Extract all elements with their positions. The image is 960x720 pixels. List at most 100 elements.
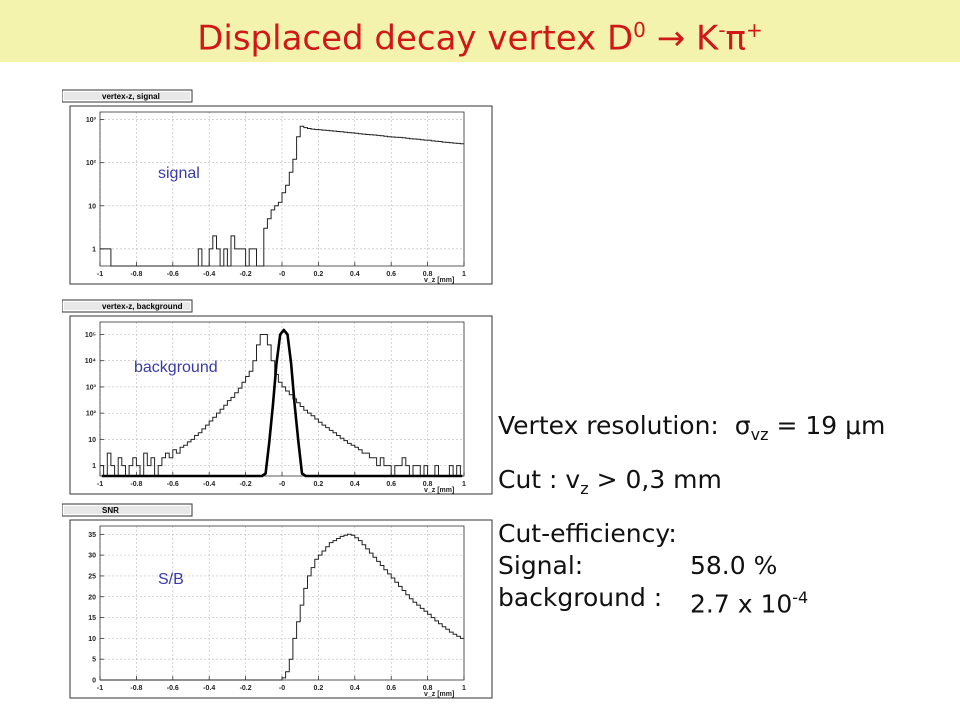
x-tick-label: -0.8 xyxy=(130,685,142,692)
x-tick-label: 1 xyxy=(462,271,466,278)
x-tick-label: -0.6 xyxy=(167,685,179,692)
title-sup-plus: + xyxy=(746,18,763,42)
signal-eff-value: 58.0 % xyxy=(690,551,778,580)
vertex-resolution-line: Vertex resolution: σvz = 19 μm xyxy=(498,410,886,444)
plot-frame xyxy=(69,315,493,495)
x-tick-label: 0.4 xyxy=(350,685,360,692)
y-tick-label: 10³ xyxy=(86,117,97,124)
y-tick-label: 1 xyxy=(92,246,96,253)
title-pion: π xyxy=(725,18,747,59)
panel-label: background xyxy=(134,359,218,376)
signal-eff-label: Signal: xyxy=(498,551,584,580)
x-tick-label: 0.4 xyxy=(350,271,360,278)
x-axis-label: v_z [mm] xyxy=(424,277,454,284)
title-arrow: → xyxy=(656,18,686,59)
y-tick-label: 10⁴ xyxy=(85,358,97,365)
x-tick-label: 0.8 xyxy=(423,685,433,692)
title-sup-minus: - xyxy=(718,18,726,42)
panel-label: signal xyxy=(158,165,200,182)
y-tick-label: 10 xyxy=(88,636,96,643)
signal-histogram-plot: vertex-z, signal -1 -0.8 -0.6 -0.4 -0.2 -0 0.2 0… xyxy=(62,89,493,285)
histogram-line xyxy=(100,533,464,681)
title-box-fill xyxy=(64,302,190,310)
x-tick-label: -0 xyxy=(279,481,285,488)
x-tick-label: 0.8 xyxy=(423,271,433,278)
x-tick-label: -0.4 xyxy=(203,685,215,692)
background-eff-value-wrap: 2.7 x 10-4 xyxy=(690,582,808,620)
x-tick-label: -0.4 xyxy=(203,271,215,278)
x-tick-label: 0.6 xyxy=(386,481,396,488)
x-tick-label: -0.2 xyxy=(240,481,252,488)
x-tick-label: 0.6 xyxy=(386,271,396,278)
x-tick-label: 0.2 xyxy=(314,481,324,488)
y-tick-label: 10³ xyxy=(86,384,97,391)
x-tick-label: -0 xyxy=(279,271,285,278)
x-tick-label: -1 xyxy=(97,685,103,692)
title-main: Displaced decay vertex D xyxy=(197,18,634,59)
plot-frame xyxy=(69,519,493,699)
panel-label: S/B xyxy=(158,571,184,588)
y-tick-label: 10 xyxy=(88,437,96,444)
histogram-line xyxy=(100,125,464,267)
x-tick-label: -1 xyxy=(97,481,103,488)
plot-axes-box xyxy=(99,111,465,267)
x-tick-label: 0.2 xyxy=(314,685,324,692)
efficiency-heading: Cut-efficiency: xyxy=(498,518,885,550)
plot-title: vertex-z, signal xyxy=(102,92,160,101)
y-tick-label: 25 xyxy=(88,573,96,580)
title-box-fill xyxy=(64,92,190,100)
y-tick-label: 35 xyxy=(88,532,96,539)
x-tick-label: 1 xyxy=(462,685,466,692)
y-tick-label: 20 xyxy=(88,594,96,601)
y-tick-label: 10⁵ xyxy=(85,332,96,339)
background-eff-value: 2.7 x 10 xyxy=(690,589,793,619)
y-tick-label: 30 xyxy=(88,553,96,560)
title-kaon: K xyxy=(696,18,719,59)
x-axis-label: v_z [mm] xyxy=(424,691,454,698)
x-tick-label: -0 xyxy=(279,685,285,692)
sigma-symbol: σ xyxy=(734,411,751,440)
resolution-unit: μm xyxy=(845,411,886,440)
title-box-fill xyxy=(64,506,190,514)
cut-prefix: Cut : v xyxy=(498,465,581,494)
plot-title: vertex-z, background xyxy=(102,302,183,311)
cut-subscript: z xyxy=(580,479,589,498)
plot-frame xyxy=(69,105,493,285)
y-tick-label: 10² xyxy=(86,160,97,167)
resolution-label: Vertex resolution: xyxy=(498,411,719,440)
x-tick-label: -1 xyxy=(97,271,103,278)
background-eff-label: background : xyxy=(498,583,663,612)
plot-axes-box xyxy=(99,321,465,477)
x-tick-label: -0.6 xyxy=(167,481,179,488)
background-eff-exponent: -4 xyxy=(792,588,809,607)
y-tick-label: 10 xyxy=(88,203,96,210)
slide-title: Displaced decay vertex D0 → K-π+ xyxy=(0,6,960,62)
x-tick-label: 0.6 xyxy=(386,685,396,692)
y-tick-label: 1 xyxy=(92,463,96,470)
y-tick-label: 5 xyxy=(92,657,96,664)
resolution-value: = 19 xyxy=(776,411,838,440)
snr-histogram-plot: SNR-1 -0.8 -0.6 -0.4 -0.2 -0 0.2 0.4 0.6 0.8 10510… xyxy=(62,503,493,699)
efficiency-label: Cut-efficiency: xyxy=(498,519,677,548)
x-tick-label: -0.6 xyxy=(167,271,179,278)
sigma-subscript: vz xyxy=(750,425,769,444)
y-tick-label: 0 xyxy=(92,678,96,685)
title-band xyxy=(0,0,960,62)
x-tick-label: -0.2 xyxy=(240,271,252,278)
x-tick-label: -0.2 xyxy=(240,685,252,692)
x-axis-label: v_z [mm] xyxy=(424,487,454,494)
cut-suffix: > 0,3 mm xyxy=(596,465,722,494)
x-tick-label: -0.8 xyxy=(130,481,142,488)
y-tick-label: 10² xyxy=(86,411,97,418)
x-tick-label: -0.4 xyxy=(203,481,215,488)
results-text: Vertex resolution: σvz = 19 μm Cut : vz … xyxy=(498,410,886,618)
cut-line: Cut : vz > 0,3 mm xyxy=(498,464,885,498)
background-histogram-plot: vertex-z, background -1 -0.8 -0.6 -0.4 -0.2 -0… xyxy=(62,299,493,495)
plot-title: SNR xyxy=(102,506,119,515)
background-efficiency-line: background : 2.7 x 10-4 xyxy=(498,582,885,618)
x-tick-label: 1 xyxy=(462,481,466,488)
x-tick-label: 0.8 xyxy=(423,481,433,488)
x-tick-label: 0.2 xyxy=(314,271,324,278)
x-tick-label: 0.4 xyxy=(350,481,360,488)
y-tick-label: 15 xyxy=(88,615,96,622)
